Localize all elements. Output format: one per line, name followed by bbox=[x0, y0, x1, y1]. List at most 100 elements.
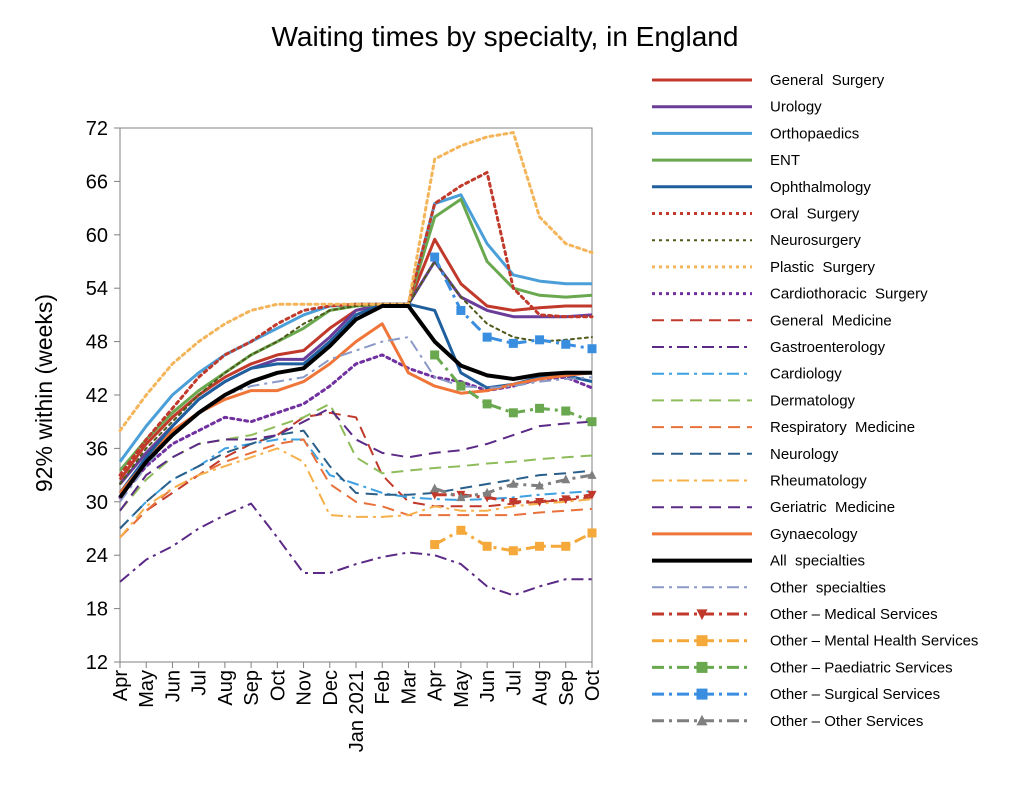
legend-label: ENT bbox=[770, 152, 800, 169]
legend-item: Other – Paediatric Services bbox=[652, 659, 953, 676]
legend-item: Other specialties bbox=[652, 579, 886, 596]
legend-item: ENT bbox=[652, 152, 800, 169]
legend-item: Neurosurgery bbox=[652, 232, 861, 249]
series-marker bbox=[697, 635, 708, 646]
legend-label: Urology bbox=[770, 99, 822, 116]
series-marker bbox=[588, 417, 597, 426]
series-line bbox=[435, 257, 592, 349]
x-tick-label: Sep bbox=[556, 670, 578, 706]
x-tick-label: Dec bbox=[320, 670, 342, 706]
legend-label: Rheumatology bbox=[770, 473, 867, 490]
series-marker bbox=[509, 546, 518, 555]
chart-canvas: Waiting times by specialty, in England 9… bbox=[0, 0, 1024, 785]
series-marker bbox=[430, 253, 439, 262]
legend-label: Ophthalmology bbox=[770, 179, 871, 196]
series-line bbox=[120, 173, 592, 476]
legend-item: Geriatric Medicine bbox=[652, 499, 895, 516]
x-tick-label: Jul bbox=[189, 670, 211, 696]
series-line bbox=[120, 440, 592, 538]
legend-label: Neurosurgery bbox=[770, 232, 861, 249]
legend-item: Dermatology bbox=[652, 392, 856, 409]
series-marker bbox=[535, 404, 544, 413]
plot-frame bbox=[120, 128, 592, 662]
x-tick-label: Jan 2021 bbox=[346, 670, 368, 752]
series-marker bbox=[483, 542, 492, 551]
legend-label: Oral Surgery bbox=[770, 206, 860, 223]
series-23 bbox=[430, 253, 596, 354]
legend-item: Cardiothoracic Surgery bbox=[652, 286, 928, 303]
chart-figure: Waiting times by specialty, in England 9… bbox=[0, 0, 1024, 785]
legend-label: Dermatology bbox=[770, 392, 856, 409]
legend-item: Orthopaedics bbox=[652, 125, 859, 142]
series-marker bbox=[430, 483, 439, 492]
legend-item: All specialties bbox=[652, 553, 865, 570]
y-tick-label: 24 bbox=[86, 545, 108, 567]
series-marker bbox=[456, 306, 465, 315]
legend-label: Geriatric Medicine bbox=[770, 499, 895, 516]
legend-item: Urology bbox=[652, 99, 822, 116]
legend-label: Other specialties bbox=[770, 579, 886, 596]
x-tick-label: Aug bbox=[530, 670, 552, 706]
series-marker bbox=[509, 339, 518, 348]
y-axis-label: 92% within (weeks) bbox=[31, 294, 57, 492]
legend-item: Other – Other Services bbox=[652, 713, 923, 730]
y-tick-label: 48 bbox=[86, 332, 108, 354]
series-marker bbox=[588, 344, 597, 353]
legend-label: Plastic Surgery bbox=[770, 259, 876, 276]
legend-label: Gynaecology bbox=[770, 526, 858, 543]
legend-item: Other – Surgical Services bbox=[652, 686, 940, 703]
x-tick-label: Jun bbox=[477, 670, 499, 702]
x-tick-label: Mar bbox=[398, 670, 420, 705]
series-marker bbox=[535, 542, 544, 551]
series-marker bbox=[483, 333, 492, 342]
legend-item: General Surgery bbox=[652, 72, 885, 89]
x-tick-label: May bbox=[136, 670, 158, 708]
series-marker bbox=[483, 399, 492, 408]
legend-item: Oral Surgery bbox=[652, 206, 860, 223]
legend: General Surgery Urology Orthopaedics ENT Oph… bbox=[652, 72, 978, 730]
x-tick-label: Nov bbox=[294, 670, 316, 706]
series-marker bbox=[430, 540, 439, 549]
series-marker bbox=[535, 335, 544, 344]
legend-label: General Surgery bbox=[770, 72, 885, 89]
series-line bbox=[120, 408, 592, 510]
y-tick-label: 60 bbox=[86, 225, 108, 247]
x-tick-label: Apr bbox=[110, 670, 132, 701]
series-3 bbox=[120, 199, 592, 470]
legend-label: Other – Paediatric Services bbox=[770, 659, 953, 676]
legend-label: Neurology bbox=[770, 446, 839, 463]
legend-item: Cardiology bbox=[652, 366, 842, 383]
chart-title: Waiting times by specialty, in England bbox=[272, 21, 739, 52]
series-marker bbox=[697, 662, 708, 673]
y-tick-label: 12 bbox=[86, 652, 108, 674]
series-5 bbox=[120, 173, 592, 476]
legend-label: Other – Mental Health Services bbox=[770, 633, 978, 650]
legend-label: All specialties bbox=[770, 553, 865, 570]
legend-label: Cardiothoracic Surgery bbox=[770, 286, 928, 303]
legend-label: Cardiology bbox=[770, 366, 842, 383]
legend-item: Respiratory Medicine bbox=[652, 419, 915, 436]
legend-item: Neurology bbox=[652, 446, 839, 463]
legend-item: Plastic Surgery bbox=[652, 259, 876, 276]
series-marker bbox=[561, 542, 570, 551]
y-tick-label: 72 bbox=[86, 118, 108, 140]
legend-item: Gynaecology bbox=[652, 526, 858, 543]
legend-item: Rheumatology bbox=[652, 473, 867, 490]
x-tick-label: Apr bbox=[425, 670, 447, 701]
legend-item: General Medicine bbox=[652, 312, 892, 329]
series-marker bbox=[561, 407, 570, 416]
legend-item: Gastroenterology bbox=[652, 339, 886, 356]
y-tick-label: 54 bbox=[86, 278, 108, 300]
legend-label: Other – Other Services bbox=[770, 713, 923, 730]
series-marker bbox=[456, 382, 465, 391]
series-marker bbox=[561, 340, 570, 349]
legend-label: Respiratory Medicine bbox=[770, 419, 915, 436]
x-tick-label: Feb bbox=[372, 670, 394, 704]
legend-label: Gastroenterology bbox=[770, 339, 886, 356]
x-tick-label: Jul bbox=[503, 670, 525, 696]
series-13 bbox=[120, 440, 592, 538]
x-tick-label: Oct bbox=[582, 670, 604, 702]
legend-label: Other – Medical Services bbox=[770, 606, 938, 623]
x-tick-label: Aug bbox=[215, 670, 237, 706]
